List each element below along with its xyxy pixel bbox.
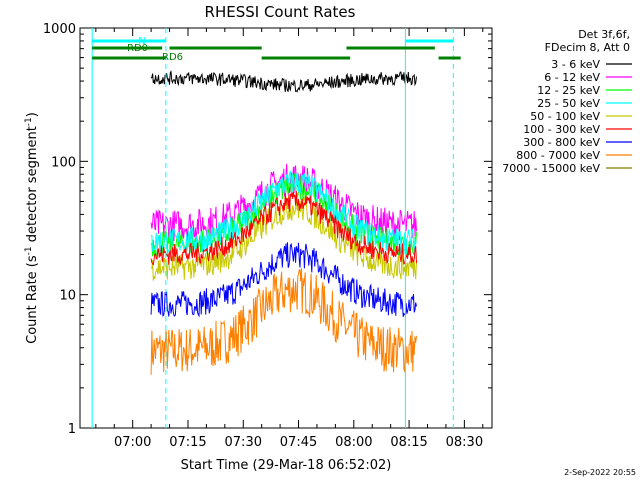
y-tick-label-2: 100 (51, 155, 76, 170)
x-tick-label-0: 07:00 (114, 435, 151, 450)
series-line-1 (150, 163, 417, 242)
legend-label-2: 12 - 25 keV (537, 84, 600, 97)
x-tick-label-4: 08:00 (335, 435, 372, 450)
y-axis-label: Count Rate (s-1 detector segment-1) (24, 112, 40, 344)
series-line-0 (150, 70, 417, 93)
y-tick-label-3: 1000 (43, 22, 76, 37)
series-line-6 (150, 242, 417, 318)
plot-frame (79, 27, 493, 429)
legend-label-8: 7000 - 15000 keV (502, 162, 600, 175)
legend-label-6: 300 - 800 keV (523, 136, 600, 149)
footer-date: 2-Sep-2022 20:55 (564, 468, 636, 477)
x-axis-label: Start Time (29-Mar-18 06:52:02) (181, 458, 392, 473)
series-line-5 (150, 191, 417, 266)
x-tick-label-3: 07:45 (280, 435, 317, 450)
x-tick-label-1: 07:15 (169, 435, 206, 450)
series-line-4 (150, 196, 417, 281)
legend-label-4: 50 - 100 keV (530, 110, 600, 123)
n-label: N (138, 36, 145, 47)
legend-header-1: FDecim 8, Att 0 (545, 41, 630, 54)
x-tick-label-2: 07:30 (225, 435, 262, 450)
y-tick-label-0: 1 (68, 422, 76, 437)
legend-header-0: Det 3f,6f, (578, 28, 630, 41)
legend-label-1: 6 - 12 keV (544, 71, 600, 84)
rd6-label: RD6 (162, 52, 183, 63)
x-tick-label-5: 08:15 (390, 435, 427, 450)
chart-title: RHESSI Count Rates (205, 3, 356, 21)
series-layer (150, 70, 417, 375)
legend-label-3: 25 - 50 keV (537, 97, 600, 110)
series-line-3 (150, 170, 417, 255)
y-tick-label-1: 10 (59, 289, 76, 304)
rd0-label: RD0 (127, 43, 148, 54)
legend-label-7: 800 - 7000 keV (516, 149, 600, 162)
series-line-7 (150, 268, 417, 375)
axis-layer: 07:00 07:15 07:30 07:45 08:00 08:15 08:30 1 10 10… (43, 22, 492, 450)
legend-label-0: 3 - 6 keV (551, 58, 600, 71)
legend-label-5: 100 - 300 keV (523, 123, 600, 136)
x-tick-label-6: 08:30 (446, 435, 483, 450)
